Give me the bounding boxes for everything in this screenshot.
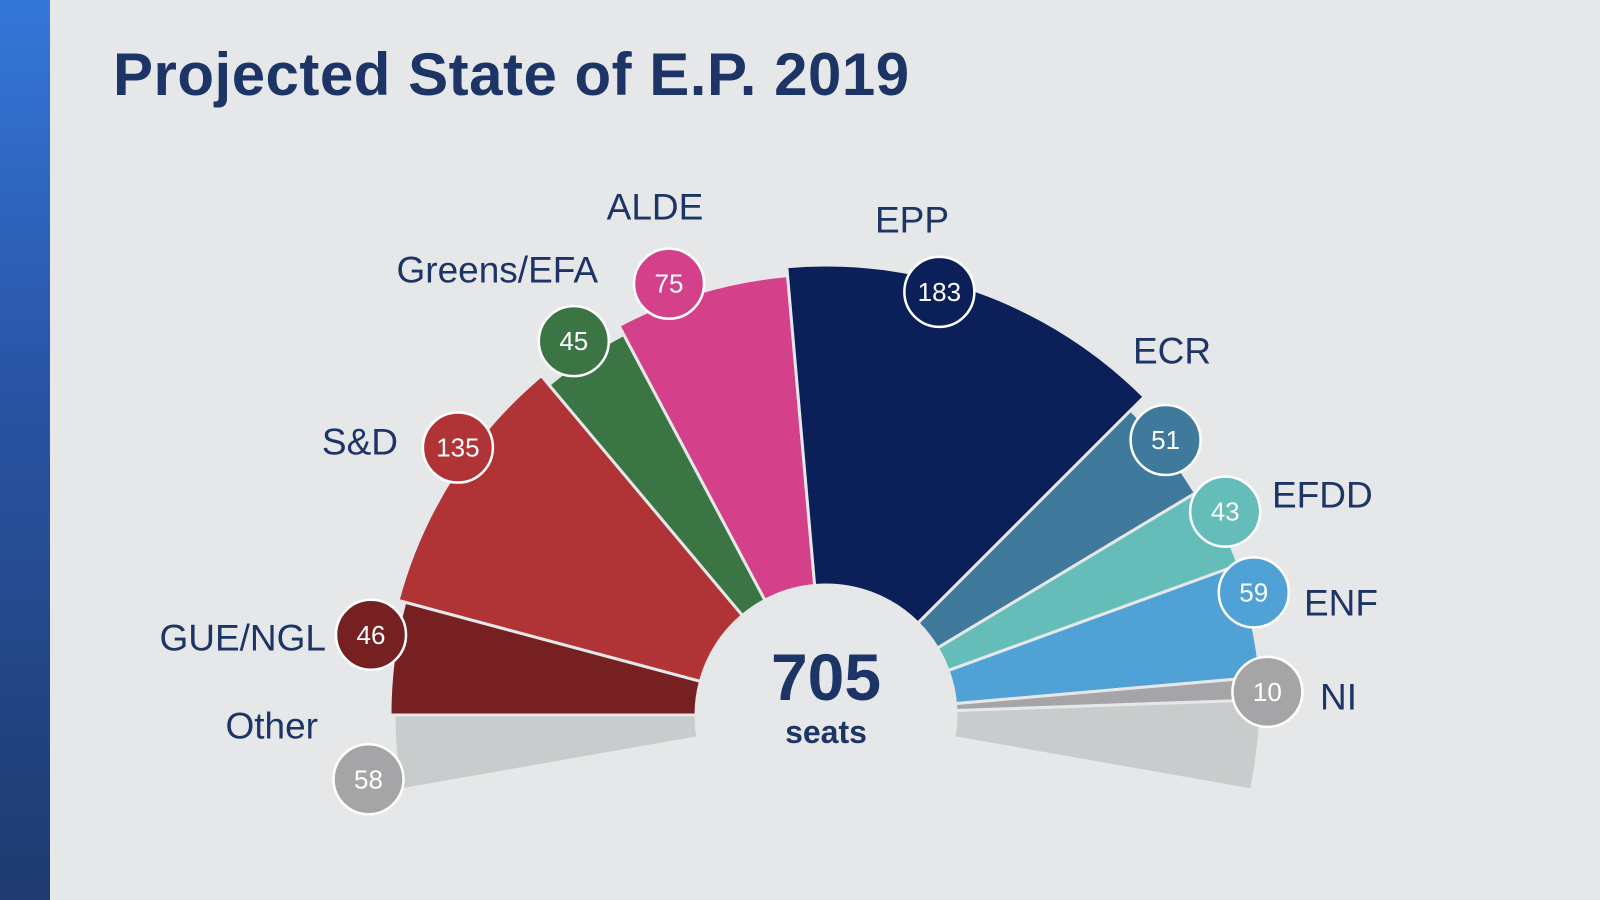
badge-value-epp: 183 — [918, 277, 961, 307]
chart-badges: 58 Other 46 GUE/NGL 135 S&D 45 Greens/EFA 75 ALDE… — [159, 187, 1378, 816]
label-greens-efa: Greens/EFA — [396, 250, 598, 291]
badge-enf — [1217, 556, 1291, 629]
total-seats-value: 705 — [771, 640, 881, 714]
page-title: Projected State of E.P. 2019 — [113, 41, 910, 108]
label-enf: ENF — [1304, 583, 1378, 624]
label-gue-ngl: GUE/NGL — [159, 618, 326, 659]
total-seats-unit: seats — [785, 714, 867, 750]
badge-alde — [632, 247, 706, 320]
badge-other — [332, 743, 405, 816]
badge-ecr — [1129, 403, 1202, 477]
segment-other — [392, 713, 700, 792]
label-ecr: ECR — [1133, 331, 1211, 372]
badge-epp — [903, 255, 976, 329]
label-epp: EPP — [875, 200, 949, 241]
badge-value-enf: 59 — [1239, 577, 1268, 607]
label-s-d: S&D — [322, 422, 398, 463]
segment-alde — [616, 274, 817, 603]
badge-s-d — [421, 411, 495, 484]
label-ni: NI — [1320, 677, 1357, 718]
badge-efdd — [1188, 475, 1262, 548]
label-efdd: EFDD — [1272, 475, 1373, 516]
badge-value-ecr: 51 — [1151, 425, 1180, 455]
badge-value-greens-efa: 45 — [559, 326, 588, 356]
label-alde: ALDE — [607, 187, 704, 228]
badge-value-efdd: 43 — [1211, 497, 1240, 527]
center-hole — [697, 586, 955, 844]
badge-value-alde: 75 — [655, 269, 684, 299]
accent-bar — [0, 0, 50, 900]
label-other: Other — [225, 706, 318, 747]
badge-value-ni: 10 — [1253, 677, 1282, 707]
segment-gue-ngl — [388, 600, 703, 717]
badge-value-other: 58 — [354, 764, 383, 794]
badge-ni — [1231, 655, 1304, 729]
badge-value-s-d: 135 — [436, 433, 479, 463]
badge-gue-ngl — [334, 598, 408, 672]
badge-value-gue-ngl: 46 — [357, 620, 386, 650]
badge-greens-efa — [537, 304, 611, 378]
segment-epp — [785, 263, 1147, 626]
segment-other-right — [952, 698, 1263, 792]
